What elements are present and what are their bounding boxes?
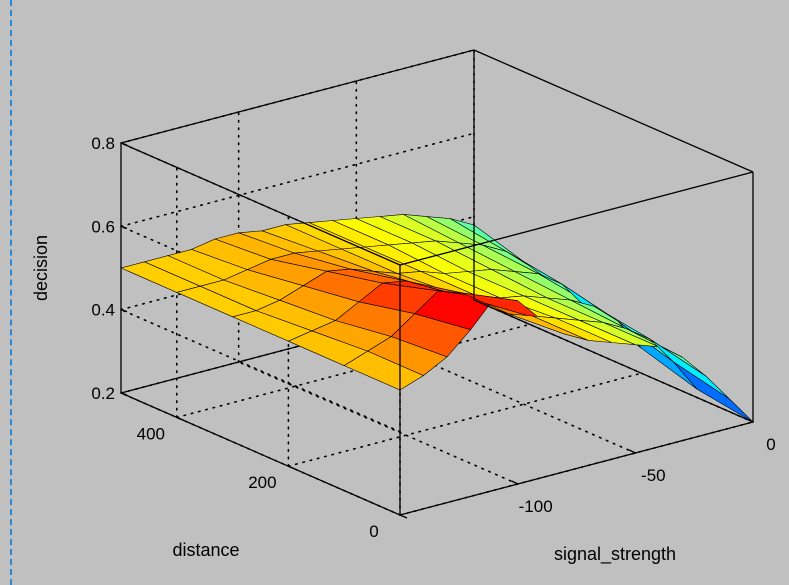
box-edge — [473, 49, 754, 173]
z-tick-mark — [120, 225, 128, 229]
grid-line — [120, 132, 475, 228]
z-tick-label: 0.8 — [91, 134, 115, 153]
z-tick-mark — [120, 392, 128, 396]
x-tick-label: -50 — [641, 466, 666, 485]
grid-line — [120, 215, 475, 311]
box-edge — [399, 421, 754, 516]
y-tick-mark — [288, 465, 296, 470]
z-tick-label: 0.2 — [91, 384, 115, 403]
x-tick-label: 0 — [766, 435, 775, 454]
grid-line — [120, 308, 401, 433]
grid-line — [176, 323, 531, 419]
x-tick-mark — [746, 418, 754, 423]
y-tick-mark — [399, 514, 408, 519]
x-axis-label: signal_strength — [554, 544, 676, 565]
y-tick-mark — [176, 416, 185, 421]
y-axis-label: distance — [172, 540, 239, 560]
z-tick-label: 0.4 — [91, 301, 115, 320]
surface-patch — [673, 361, 754, 423]
z-tick-mark — [120, 309, 128, 313]
box-edge — [120, 142, 401, 266]
x-tick-label: -100 — [519, 497, 553, 516]
y-tick-label: 0 — [369, 522, 378, 541]
z-tick-mark — [120, 142, 128, 146]
selection-border — [10, 0, 12, 585]
box-edge — [120, 392, 401, 516]
grid-line — [287, 372, 643, 468]
box-edge — [473, 299, 754, 423]
grid-line — [355, 330, 637, 454]
y-tick-label: 400 — [137, 424, 165, 443]
box-edge — [120, 49, 475, 144]
box-edge — [399, 171, 754, 266]
z-axis-label: decision — [31, 235, 51, 301]
x-tick-mark — [629, 449, 636, 454]
y-tick-label: 200 — [248, 473, 276, 492]
x-tick-mark — [511, 480, 518, 485]
surface-patch — [649, 338, 730, 400]
grid-line — [237, 361, 519, 485]
z-tick-label: 0.6 — [91, 217, 115, 236]
